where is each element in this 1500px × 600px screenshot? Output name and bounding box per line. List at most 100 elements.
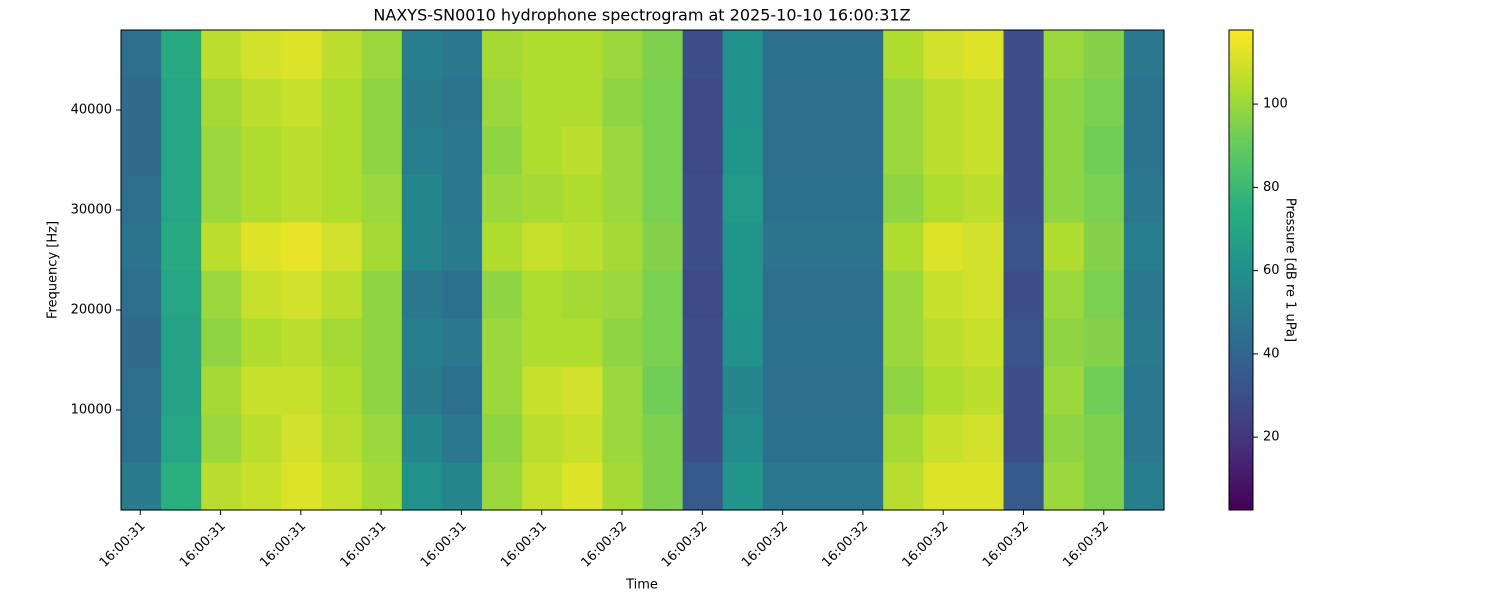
cell <box>441 222 483 271</box>
cell <box>241 174 283 223</box>
cell <box>1043 462 1085 511</box>
cell <box>602 318 644 367</box>
cell <box>883 366 924 415</box>
cell <box>762 78 804 127</box>
cell <box>602 174 644 223</box>
colorbar-label: Pressure [dB re 1 uPa] <box>1283 198 1298 342</box>
cell <box>843 366 884 415</box>
cell <box>482 78 523 127</box>
cell <box>1003 414 1045 463</box>
cell <box>1003 222 1045 271</box>
x-tick-label: 16:00:31 <box>177 519 229 571</box>
cell <box>1043 222 1085 271</box>
cell <box>562 462 603 511</box>
cell <box>602 222 644 271</box>
cell <box>321 126 363 175</box>
cell <box>161 78 202 127</box>
cell <box>923 270 965 319</box>
cell <box>241 30 283 79</box>
cell <box>1083 270 1125 319</box>
cell <box>963 270 1005 319</box>
cell <box>121 366 162 415</box>
cell <box>441 30 483 79</box>
cell <box>361 366 403 415</box>
cell <box>682 462 724 511</box>
cell <box>281 366 323 415</box>
cell <box>843 174 884 223</box>
cell <box>401 222 443 271</box>
y-tick-label: 20000 <box>71 303 112 318</box>
cell <box>241 462 283 511</box>
cell <box>843 222 884 271</box>
cell <box>682 174 724 223</box>
cell <box>522 414 563 463</box>
cell <box>281 270 323 319</box>
cell <box>642 366 684 415</box>
cell <box>722 318 764 367</box>
cell <box>1083 30 1125 79</box>
cell <box>361 126 403 175</box>
colorbar-tick-label: 40 <box>1263 346 1280 361</box>
cell <box>883 30 924 79</box>
cell <box>883 318 924 367</box>
cell <box>441 366 483 415</box>
cell <box>522 126 563 175</box>
cell <box>361 174 403 223</box>
cell <box>843 462 884 511</box>
cell <box>522 30 563 79</box>
cell <box>482 30 523 79</box>
cell <box>281 174 323 223</box>
cell <box>722 222 764 271</box>
cell <box>482 270 523 319</box>
cell <box>1003 78 1045 127</box>
cell <box>562 174 603 223</box>
cell <box>722 414 764 463</box>
cell <box>281 318 323 367</box>
cell <box>522 270 563 319</box>
cell <box>441 174 483 223</box>
cell <box>401 126 443 175</box>
cell <box>482 126 523 175</box>
colorbar-tick-label: 20 <box>1263 430 1280 445</box>
x-tick-label: 16:00:31 <box>338 519 390 571</box>
cell <box>722 174 764 223</box>
cell <box>762 366 804 415</box>
cell <box>963 462 1005 511</box>
x-tick-label: 16:00:32 <box>819 519 871 571</box>
cell <box>843 78 884 127</box>
cell <box>923 414 965 463</box>
cell <box>281 462 323 511</box>
cell <box>722 366 764 415</box>
cell <box>1043 270 1085 319</box>
cell <box>161 414 202 463</box>
cell <box>1043 78 1085 127</box>
cell <box>1123 126 1165 175</box>
cell <box>963 366 1005 415</box>
cell <box>161 174 202 223</box>
cell <box>883 270 924 319</box>
cell <box>562 78 603 127</box>
cell <box>843 126 884 175</box>
cell <box>762 462 804 511</box>
cell <box>441 78 483 127</box>
cell <box>441 270 483 319</box>
cell <box>121 222 162 271</box>
y-tick-label: 10000 <box>71 403 112 418</box>
cell <box>923 318 965 367</box>
cell <box>682 270 724 319</box>
colorbar-tick-label: 80 <box>1263 180 1280 195</box>
cell <box>562 270 603 319</box>
cell <box>722 30 764 79</box>
cell <box>121 318 162 367</box>
cell <box>161 30 202 79</box>
cell <box>321 30 363 79</box>
plot-frame <box>120 29 1165 511</box>
cell <box>602 462 644 511</box>
cell <box>1083 174 1125 223</box>
cell <box>562 318 603 367</box>
cell <box>241 414 283 463</box>
cell <box>321 78 363 127</box>
cell <box>201 222 242 271</box>
cell <box>883 78 924 127</box>
cell <box>802 126 844 175</box>
